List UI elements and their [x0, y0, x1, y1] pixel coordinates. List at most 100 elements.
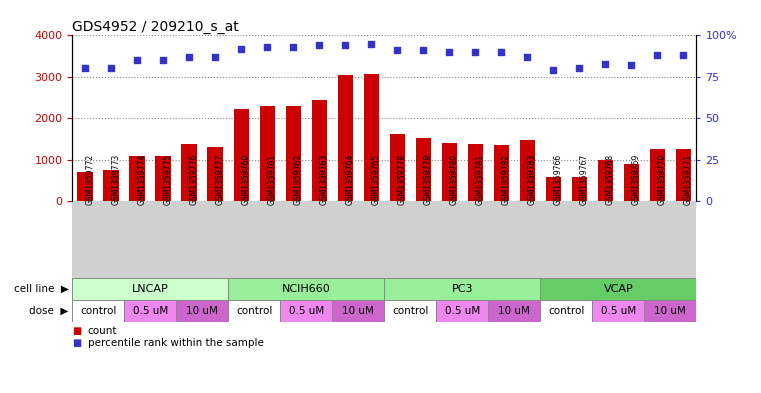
Bar — [228, 300, 280, 322]
Point — [158, 57, 170, 63]
Point — [547, 67, 559, 73]
Bar — [592, 300, 645, 322]
Bar — [645, 300, 696, 322]
Bar — [103, 170, 119, 201]
Text: PC3: PC3 — [451, 284, 473, 294]
Text: GSM1359767: GSM1359767 — [579, 154, 588, 205]
Point — [105, 65, 117, 72]
Bar — [182, 144, 197, 201]
Bar — [489, 300, 540, 322]
Text: GSM1359763: GSM1359763 — [320, 154, 328, 205]
Bar — [155, 156, 171, 201]
Text: count: count — [88, 326, 117, 336]
Text: 10 uM: 10 uM — [186, 306, 218, 316]
Text: GSM1359773: GSM1359773 — [111, 154, 120, 205]
Point — [495, 49, 508, 55]
Bar — [384, 278, 540, 300]
Point — [599, 61, 611, 67]
Bar — [364, 74, 379, 201]
Point — [417, 47, 429, 53]
Text: control: control — [548, 306, 584, 316]
Text: GSM1359761: GSM1359761 — [267, 154, 276, 205]
Bar — [441, 143, 457, 201]
Bar — [520, 140, 535, 201]
Point — [443, 49, 455, 55]
Point — [131, 57, 143, 63]
Bar — [333, 300, 384, 322]
Text: cell line  ▶: cell line ▶ — [14, 284, 68, 294]
Bar — [177, 300, 228, 322]
Text: GSM1359775: GSM1359775 — [164, 154, 172, 205]
Bar — [540, 300, 592, 322]
Text: GSM1359781: GSM1359781 — [476, 154, 484, 205]
Bar — [285, 106, 301, 201]
Point — [287, 44, 299, 50]
Text: 0.5 uM: 0.5 uM — [600, 306, 636, 316]
Point — [521, 54, 533, 60]
Text: control: control — [392, 306, 428, 316]
Text: GSM1359765: GSM1359765 — [371, 154, 380, 205]
Text: 10 uM: 10 uM — [342, 306, 374, 316]
Bar — [311, 99, 327, 201]
Bar — [72, 300, 124, 322]
Point — [79, 65, 91, 72]
Point — [626, 62, 638, 68]
Point — [470, 49, 482, 55]
Bar — [572, 177, 587, 201]
Point — [314, 42, 326, 48]
Text: GSM1359772: GSM1359772 — [85, 154, 94, 205]
Text: GSM1359779: GSM1359779 — [423, 154, 432, 205]
Bar — [623, 163, 639, 201]
Text: GSM1359769: GSM1359769 — [632, 154, 640, 205]
Text: 0.5 uM: 0.5 uM — [132, 306, 168, 316]
Bar — [390, 134, 405, 201]
Text: GSM1359768: GSM1359768 — [605, 154, 614, 205]
Bar — [78, 172, 93, 201]
Text: 10 uM: 10 uM — [498, 306, 530, 316]
Text: GSM1359782: GSM1359782 — [501, 154, 511, 205]
Text: GSM1359771: GSM1359771 — [683, 154, 693, 205]
Bar — [260, 106, 275, 201]
Text: GSM1359777: GSM1359777 — [215, 154, 224, 205]
Bar — [676, 149, 691, 201]
Bar — [208, 147, 223, 201]
Text: LNCAP: LNCAP — [132, 284, 169, 294]
Text: ■: ■ — [72, 326, 81, 336]
Bar — [129, 156, 145, 201]
Text: GSM1359780: GSM1359780 — [449, 154, 458, 205]
Bar — [384, 300, 436, 322]
Bar — [650, 149, 665, 201]
Text: 0.5 uM: 0.5 uM — [288, 306, 324, 316]
Text: 10 uM: 10 uM — [654, 306, 686, 316]
Bar — [546, 177, 561, 201]
Text: 0.5 uM: 0.5 uM — [444, 306, 480, 316]
Point — [235, 46, 247, 52]
Bar — [467, 144, 483, 201]
Bar — [494, 145, 509, 201]
Text: GSM1359762: GSM1359762 — [293, 154, 302, 205]
Point — [677, 52, 689, 59]
Point — [339, 42, 352, 48]
Text: GSM1359770: GSM1359770 — [658, 154, 667, 205]
Bar — [436, 300, 489, 322]
Point — [209, 54, 221, 60]
Bar — [597, 160, 613, 201]
Text: ■: ■ — [72, 338, 81, 348]
Text: GSM1359760: GSM1359760 — [241, 154, 250, 205]
Text: dose  ▶: dose ▶ — [29, 306, 68, 316]
Text: GSM1359776: GSM1359776 — [189, 154, 199, 205]
Bar — [124, 300, 177, 322]
Point — [183, 54, 196, 60]
Bar — [416, 138, 431, 201]
Bar — [228, 278, 384, 300]
Text: NCIH660: NCIH660 — [282, 284, 331, 294]
Text: GDS4952 / 209210_s_at: GDS4952 / 209210_s_at — [72, 20, 239, 34]
Bar — [540, 278, 696, 300]
Point — [261, 44, 273, 50]
Text: VCAP: VCAP — [603, 284, 633, 294]
Text: control: control — [80, 306, 116, 316]
Bar — [234, 108, 249, 201]
Text: control: control — [236, 306, 272, 316]
Point — [391, 47, 403, 53]
Text: GSM1359764: GSM1359764 — [345, 154, 355, 205]
